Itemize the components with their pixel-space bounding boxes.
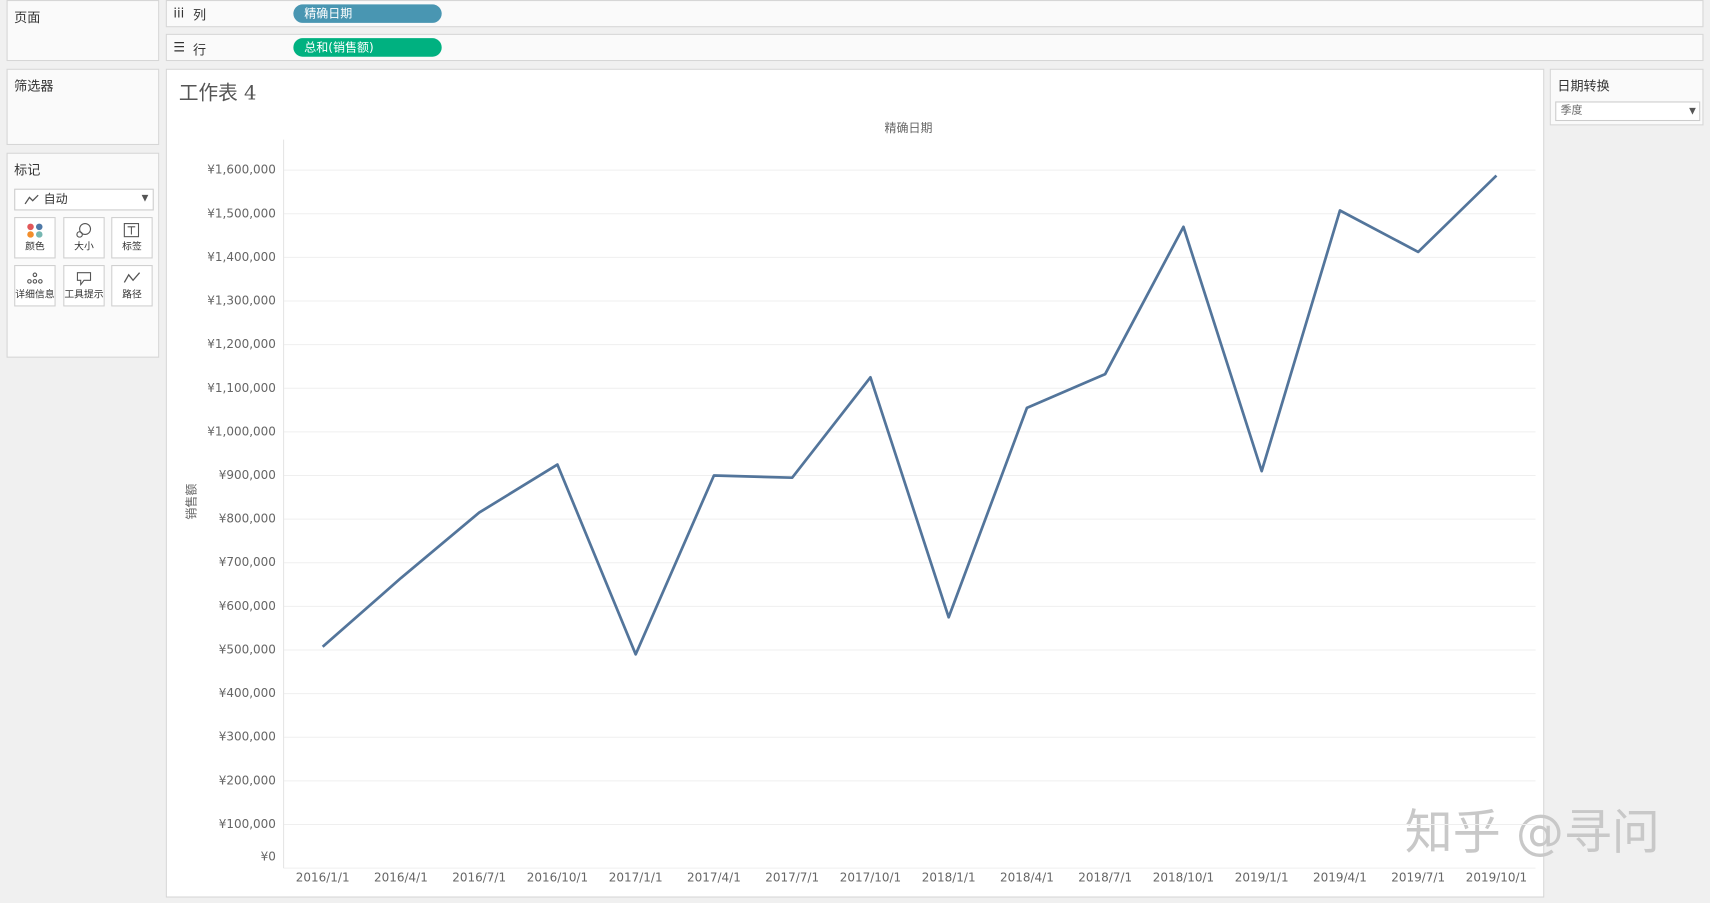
y-tick-label: ¥400,000 <box>219 686 276 700</box>
y-tick-label: ¥1,000,000 <box>207 424 276 438</box>
y-tick-label: ¥1,300,000 <box>207 294 276 308</box>
button-label: 工具提示 <box>64 290 104 302</box>
pages-panel: 页面 <box>6 0 160 62</box>
y-tick-label: ¥0 <box>261 850 276 864</box>
panel-title: 标记 <box>14 162 41 178</box>
rows-pill[interactable]: 总和(销售额) <box>293 38 442 57</box>
x-tick-label: 2016/7/1 <box>452 870 506 884</box>
y-tick-label: ¥500,000 <box>219 642 276 656</box>
y-tick-label: ¥300,000 <box>219 730 276 744</box>
y-tick-label: ¥1,100,000 <box>207 381 276 395</box>
shelf-label: 行 <box>193 42 207 58</box>
worksheet-panel <box>165 68 1545 898</box>
y-tick-label: ¥600,000 <box>219 599 276 613</box>
marks-panel: 标记 自动 ▼ 颜色 大小 标签 详细信息 工具提示 路径 <box>6 152 160 358</box>
button-label: 颜色 <box>25 242 45 254</box>
button-label: 路径 <box>122 290 142 302</box>
button-label: 详细信息 <box>15 290 55 302</box>
parameter-dropdown[interactable]: 季度 ▼ <box>1555 101 1701 122</box>
parameter-panel: 日期转换 季度 ▼ <box>1549 68 1704 126</box>
shelf-label: 列 <box>193 7 207 23</box>
watermark: 知乎 @寻问 <box>1405 804 1660 860</box>
mark-type: 自动 <box>43 191 68 207</box>
columns-shelf: iii 列 精确日期 <box>165 0 1704 28</box>
x-tick-label: 2016/10/1 <box>527 870 588 884</box>
icon <box>76 223 92 238</box>
line-icon <box>24 194 39 205</box>
x-tick-label: 2017/1/1 <box>609 870 663 884</box>
tooltip-button[interactable]: 工具提示 <box>63 265 105 307</box>
x-tick-label: 2017/4/1 <box>687 870 741 884</box>
size-button[interactable]: 大小 <box>63 217 105 259</box>
parameter-title: 日期转换 <box>1557 78 1610 94</box>
button-label: 大小 <box>74 242 94 254</box>
y-tick-label: ¥200,000 <box>219 773 276 787</box>
panel-title: 页面 <box>14 9 41 26</box>
x-tick-label: 2018/7/1 <box>1078 870 1132 884</box>
x-tick-label: 2017/7/1 <box>765 870 819 884</box>
button-label: 标签 <box>122 242 142 254</box>
shelf-icon: ☰ <box>173 39 186 55</box>
color-button[interactable]: 颜色 <box>14 217 56 259</box>
y-tick-label: ¥1,600,000 <box>207 163 276 177</box>
y-tick-label: ¥1,500,000 <box>207 206 276 220</box>
icon <box>123 223 140 238</box>
path-button[interactable]: 路径 <box>111 265 153 307</box>
panel-title: 筛选器 <box>14 78 54 94</box>
x-tick-label: 2019/10/1 <box>1466 870 1527 884</box>
x-tick-label: 2018/4/1 <box>1000 870 1054 884</box>
x-tick-label: 2017/10/1 <box>840 870 901 884</box>
x-tick-label: 2016/4/1 <box>374 870 428 884</box>
x-tick-label: 2018/10/1 <box>1153 870 1214 884</box>
shelf-icon: iii <box>173 5 185 21</box>
label-button[interactable]: 标签 <box>111 217 153 259</box>
y-tick-label: ¥100,000 <box>219 817 276 831</box>
icon <box>27 272 43 284</box>
columns-pill[interactable]: 精确日期 <box>293 4 442 23</box>
x-tick-label: 2019/4/1 <box>1313 870 1367 884</box>
dropdown-arrow: ▼ <box>1689 105 1696 116</box>
icon <box>123 272 141 283</box>
filters-panel: 筛选器 <box>6 68 160 146</box>
icon <box>27 223 43 238</box>
y-axis-title: 销售额 <box>183 484 198 520</box>
y-tick-label: ¥800,000 <box>219 512 276 526</box>
icon <box>76 272 92 286</box>
x-tick-label: 2018/1/1 <box>922 870 976 884</box>
sales-line <box>321 174 1498 656</box>
x-tick-label: 2019/7/1 <box>1391 870 1445 884</box>
dropdown-arrow: ▼ <box>141 193 149 203</box>
x-tick-label: 2019/1/1 <box>1235 870 1289 884</box>
rows-shelf: ☰ 行 总和(销售额) <box>165 33 1704 62</box>
y-tick-label: ¥900,000 <box>219 468 276 482</box>
detail-button[interactable]: 详细信息 <box>14 265 56 307</box>
chart-title: 工作表 4 <box>179 81 257 104</box>
y-tick-label: ¥1,200,000 <box>207 337 276 351</box>
x-tick-label: 2016/1/1 <box>296 870 350 884</box>
x-axis-title: 精确日期 <box>885 121 933 135</box>
parameter-value: 季度 <box>1560 104 1583 117</box>
mark-type-dropdown[interactable]: 自动 ▼ <box>14 188 154 211</box>
y-tick-label: ¥700,000 <box>219 555 276 569</box>
y-tick-label: ¥1,400,000 <box>207 250 276 264</box>
